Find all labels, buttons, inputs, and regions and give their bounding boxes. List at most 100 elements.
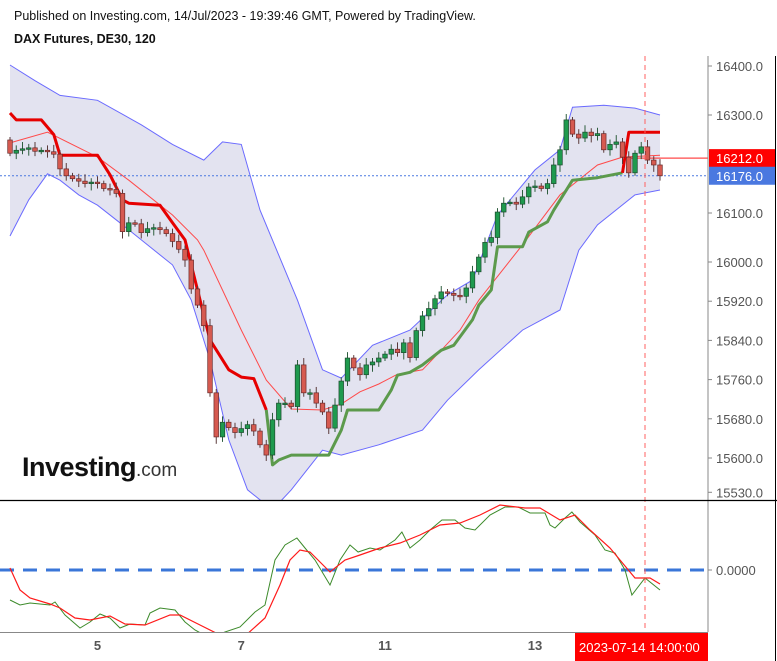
candle[interactable]: [301, 358, 307, 397]
candle[interactable]: [363, 358, 369, 379]
candle[interactable]: [188, 254, 194, 294]
candle[interactable]: [594, 127, 601, 141]
candle[interactable]: [219, 416, 226, 442]
candle[interactable]: [163, 226, 169, 237]
candle[interactable]: [626, 151, 632, 178]
candle[interactable]: [169, 228, 176, 248]
candle[interactable]: [126, 216, 132, 237]
candle[interactable]: [613, 135, 619, 149]
candle[interactable]: [238, 421, 244, 437]
candle[interactable]: [507, 199, 513, 207]
candle[interactable]: [607, 139, 613, 156]
candle[interactable]: [351, 355, 357, 371]
candle[interactable]: [57, 150, 63, 176]
candle[interactable]: [138, 218, 144, 239]
candle[interactable]: [444, 288, 451, 297]
candle[interactable]: [13, 145, 19, 160]
candle[interactable]: [151, 223, 157, 236]
candle[interactable]: [407, 336, 413, 363]
candle[interactable]: [494, 208, 501, 245]
candle[interactable]: [357, 362, 363, 381]
candle[interactable]: [294, 360, 301, 413]
candle[interactable]: [232, 422, 238, 439]
candle[interactable]: [226, 419, 232, 431]
candle[interactable]: [313, 386, 319, 409]
candle[interactable]: [457, 288, 463, 301]
candle[interactable]: [501, 197, 507, 217]
candle[interactable]: [176, 234, 182, 254]
candle[interactable]: [194, 286, 201, 309]
candle[interactable]: [94, 176, 101, 189]
candle[interactable]: [488, 230, 494, 247]
candle[interactable]: [213, 388, 219, 444]
candle[interactable]: [638, 141, 644, 160]
candle[interactable]: [269, 412, 276, 459]
candle[interactable]: [113, 182, 119, 198]
main-pane[interactable]: [0, 64, 708, 510]
candle[interactable]: [288, 400, 294, 410]
candle[interactable]: [519, 189, 526, 209]
candle[interactable]: [44, 145, 51, 158]
candle[interactable]: [88, 178, 94, 191]
candle[interactable]: [582, 125, 588, 142]
candle[interactable]: [388, 344, 394, 360]
candle[interactable]: [469, 265, 476, 293]
candle[interactable]: [644, 139, 651, 164]
candle[interactable]: [657, 159, 663, 181]
candle[interactable]: [101, 180, 107, 192]
candle[interactable]: [32, 141, 38, 157]
candle[interactable]: [401, 338, 407, 360]
candle[interactable]: [69, 172, 76, 182]
candle[interactable]: [369, 358, 376, 372]
candle[interactable]: [319, 400, 326, 415]
candle[interactable]: [251, 418, 257, 436]
candle[interactable]: [338, 377, 344, 412]
candle[interactable]: [482, 237, 488, 263]
candle[interactable]: [394, 342, 401, 357]
candle[interactable]: [632, 150, 638, 176]
candle[interactable]: [451, 288, 457, 302]
candle[interactable]: [207, 318, 213, 397]
candle[interactable]: [382, 351, 388, 361]
candle[interactable]: [563, 114, 569, 155]
candle[interactable]: [257, 428, 263, 448]
candle[interactable]: [544, 178, 551, 195]
candle[interactable]: [76, 173, 82, 188]
candle[interactable]: [526, 183, 532, 204]
candle[interactable]: [651, 156, 657, 172]
candle[interactable]: [413, 327, 419, 361]
candle[interactable]: [201, 300, 207, 332]
candle[interactable]: [419, 311, 426, 337]
candle[interactable]: [276, 399, 282, 427]
candle[interactable]: [576, 129, 582, 144]
candle[interactable]: [326, 407, 332, 434]
candle[interactable]: [432, 294, 438, 316]
candle[interactable]: [282, 397, 288, 409]
candle[interactable]: [144, 221, 151, 237]
candle[interactable]: [551, 158, 557, 188]
candle[interactable]: [438, 286, 444, 304]
candle[interactable]: [244, 420, 251, 436]
candle[interactable]: [344, 352, 351, 386]
candle[interactable]: [426, 301, 432, 320]
candle[interactable]: [63, 163, 69, 181]
candle[interactable]: [569, 116, 576, 138]
candle[interactable]: [157, 221, 163, 235]
candle[interactable]: [132, 219, 138, 227]
candle[interactable]: [182, 245, 188, 267]
candle[interactable]: [376, 352, 382, 367]
candle[interactable]: [463, 284, 469, 304]
candle[interactable]: [107, 183, 113, 196]
candle[interactable]: [7, 137, 13, 157]
candle[interactable]: [557, 145, 563, 172]
candle[interactable]: [119, 189, 126, 239]
candle[interactable]: [513, 197, 519, 211]
candle[interactable]: [538, 183, 544, 192]
candle[interactable]: [19, 141, 26, 155]
candle[interactable]: [82, 174, 88, 188]
candle[interactable]: [26, 143, 32, 156]
candle[interactable]: [263, 439, 269, 461]
oscillator-pane[interactable]: [0, 504, 708, 638]
candle[interactable]: [588, 128, 594, 143]
